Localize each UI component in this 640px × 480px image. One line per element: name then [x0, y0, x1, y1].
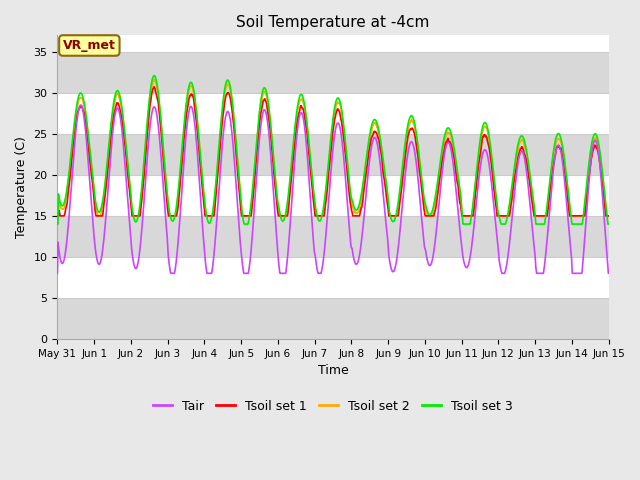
X-axis label: Time: Time: [317, 364, 348, 377]
Bar: [58, 134, 609, 175]
Title: Soil Temperature at -4cm: Soil Temperature at -4cm: [236, 15, 429, 30]
Bar: [58, 52, 609, 93]
Bar: [58, 216, 609, 257]
Bar: [58, 298, 609, 339]
Legend: Tair, Tsoil set 1, Tsoil set 2, Tsoil set 3: Tair, Tsoil set 1, Tsoil set 2, Tsoil se…: [148, 395, 518, 418]
Y-axis label: Temperature (C): Temperature (C): [15, 136, 28, 238]
Text: VR_met: VR_met: [63, 39, 116, 52]
